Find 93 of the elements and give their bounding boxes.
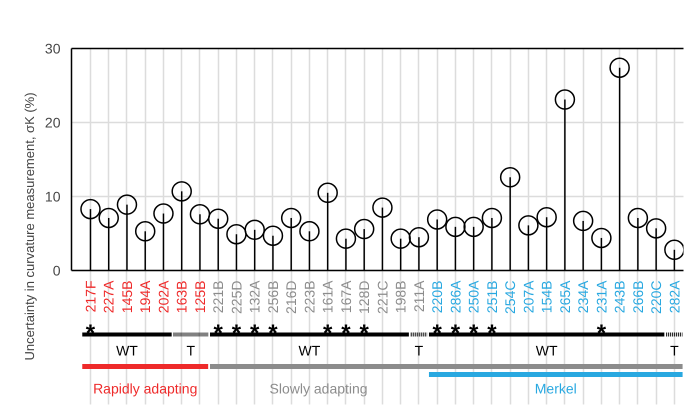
x-tick-label: 125B xyxy=(192,280,208,314)
x-tick-label: 265A xyxy=(556,280,573,314)
x-tick-label: 207A xyxy=(520,280,536,314)
data-label: * xyxy=(468,320,479,347)
x-tick-label: 254C xyxy=(502,280,518,314)
point xyxy=(372,197,393,218)
x-tick-label: 256B xyxy=(264,280,281,314)
x-tick-label: 225D xyxy=(228,280,244,314)
point xyxy=(500,167,520,188)
data-label: * xyxy=(487,320,498,347)
x-tick-label: 220C xyxy=(648,280,664,314)
x-tick-label: 161A xyxy=(320,280,336,314)
point xyxy=(299,221,320,242)
point xyxy=(190,204,210,224)
x-tick-label: 227A xyxy=(100,280,117,314)
point xyxy=(226,224,247,244)
point xyxy=(628,208,648,228)
data-label: * xyxy=(250,320,260,347)
data-label: * xyxy=(232,320,242,347)
text: T xyxy=(670,342,680,358)
point xyxy=(609,58,630,78)
data-label: * xyxy=(268,320,278,347)
data-label: * xyxy=(86,320,96,347)
data-label: * xyxy=(323,320,334,347)
point xyxy=(646,218,666,239)
point xyxy=(554,89,576,110)
x-tick-label: 217F xyxy=(82,280,98,312)
point xyxy=(536,206,557,228)
point xyxy=(390,228,411,249)
text: Merkel xyxy=(534,380,577,396)
point xyxy=(572,210,594,232)
y-tick-label: 10 xyxy=(44,188,61,204)
x-tick-label: 220B xyxy=(429,280,446,314)
x-tick-label: 211A xyxy=(410,280,427,312)
text: WT xyxy=(298,342,321,358)
x-tick-label: 223B xyxy=(301,280,318,314)
x-tick-label: 167A xyxy=(338,280,354,314)
point xyxy=(591,228,612,248)
point xyxy=(208,208,228,229)
x-tick-label: 221B xyxy=(210,280,226,314)
x-tick-label: 221C xyxy=(374,280,390,314)
y-axis-title: Uncertainty in curvature measurement, σK (%) xyxy=(22,92,37,361)
x-tick-label: 250A xyxy=(466,280,482,314)
point xyxy=(426,209,448,230)
x-tick-label: 128D xyxy=(356,280,372,314)
x-tick-label: 216D xyxy=(283,280,300,314)
point xyxy=(98,208,119,228)
point xyxy=(134,221,156,242)
data-label: * xyxy=(432,320,442,347)
point xyxy=(280,208,302,228)
x-tick-label: 234A xyxy=(575,280,592,314)
text: T xyxy=(186,342,196,358)
x-tick-label: 282A xyxy=(666,280,682,314)
x-tick-label: 286A xyxy=(447,280,464,314)
point xyxy=(317,182,338,204)
point xyxy=(408,226,430,248)
x-tick-label: 163B xyxy=(174,280,190,314)
point xyxy=(664,240,684,260)
x-tick-label: 266B xyxy=(630,280,646,314)
point xyxy=(518,215,539,236)
x-tick-label: 202A xyxy=(155,280,172,314)
text: WT xyxy=(536,342,558,358)
point xyxy=(244,220,265,240)
x-tick-label: 231A xyxy=(593,280,610,314)
data-label: * xyxy=(596,320,607,347)
text: T xyxy=(414,342,424,358)
point xyxy=(262,225,284,246)
x-tick-label: 251B xyxy=(484,280,500,314)
point xyxy=(482,208,502,228)
y-tick-label: 30 xyxy=(44,40,61,56)
point xyxy=(445,216,466,238)
x-tick-label: 243B xyxy=(612,280,628,314)
x-tick-label: 145B xyxy=(118,280,135,314)
point xyxy=(116,194,138,215)
point xyxy=(463,216,484,238)
point xyxy=(336,228,356,249)
x-tick-label: 154B xyxy=(538,280,555,314)
x-tick-label: 132A xyxy=(246,280,263,314)
text: WT xyxy=(116,342,138,358)
point xyxy=(80,198,101,220)
data-label: * xyxy=(360,320,370,347)
text: Rapidly adapting xyxy=(93,380,198,396)
point xyxy=(171,181,192,202)
data-label: * xyxy=(214,320,224,347)
x-tick-label: 198B xyxy=(392,280,409,314)
data-label: * xyxy=(341,320,352,347)
y-tick-label: 20 xyxy=(44,114,61,130)
x-tick-label: 194A xyxy=(137,280,154,314)
y-tick-label: 0 xyxy=(52,262,61,278)
data-label: * xyxy=(450,320,461,347)
text: Slowly adapting xyxy=(270,380,368,396)
point xyxy=(153,203,174,224)
point xyxy=(354,218,374,240)
